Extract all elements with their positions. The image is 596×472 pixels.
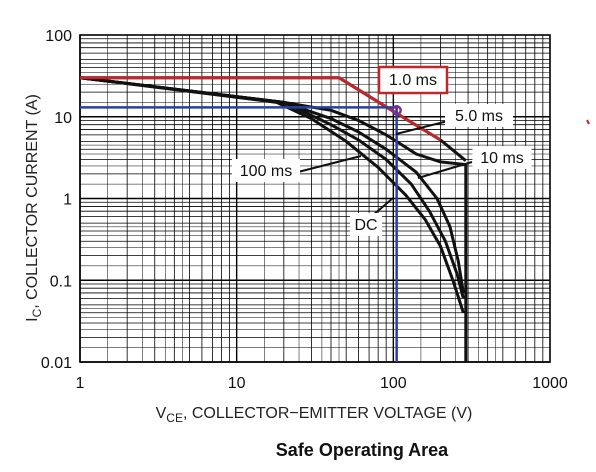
y-axis-title: IC, COLLECTOR CURRENT (A): [24, 94, 44, 322]
leader-10-ms: [417, 161, 473, 179]
leader-100-ms: [297, 155, 362, 173]
label-bg-5-0-ms: [445, 104, 513, 127]
curve-5-0-ms: [79, 76, 468, 362]
x-tick-label: 10: [228, 375, 246, 392]
stray-red-mark: [586, 119, 590, 125]
y-tick-label: 0.01: [41, 355, 72, 372]
y-axis-title-main: I: [24, 317, 41, 321]
y-axis-title-rest: , COLLECTOR CURRENT (A): [24, 94, 41, 309]
annotation-layer: 1.0 ms 5.0 ms 10 ms 100 ms DC: [232, 65, 532, 236]
leader-5-0-ms: [395, 119, 453, 135]
x-tick-label: 100: [380, 375, 407, 392]
y-tick-label: 100: [45, 28, 72, 45]
operating-point-marker: [391, 105, 402, 116]
label-5-0-ms: 5.0 ms: [455, 108, 503, 125]
x-tick-label: 1000: [532, 375, 568, 392]
curve-100-ms: [79, 76, 465, 299]
label-box-1-0-ms: [377, 65, 449, 95]
x-axis-title-main: V: [156, 405, 167, 422]
plot-frame: [79, 34, 551, 363]
label-1-0-ms: 1.0 ms: [389, 72, 437, 89]
highlight-layer: [80, 76, 442, 362]
x-tick-label: 1: [76, 375, 85, 392]
label-bg-dc: [350, 213, 382, 236]
chart-title: Safe Operating Area: [276, 440, 449, 460]
y-tick-label: 1: [63, 192, 72, 209]
label-bg-10-ms: [472, 146, 532, 169]
tick-label-layer: 1 10 100 1000 0.01 0.1 1 10 100: [41, 28, 568, 392]
x-axis-title-rest: , COLLECTOR−EMITTER VOLTAGE (V): [183, 405, 472, 422]
label-10-ms: 10 ms: [480, 150, 524, 167]
y-tick-label: 10: [54, 110, 72, 127]
label-bg-100-ms: [232, 159, 300, 182]
y-axis-title-sub: C: [30, 308, 44, 317]
label-100-ms: 100 ms: [240, 163, 292, 180]
y-tick-label: 0.1: [50, 273, 72, 290]
red-limit-line: [80, 76, 442, 142]
x-axis-title: VCE, COLLECTOR−EMITTER VOLTAGE (V): [156, 405, 473, 425]
curve-10-ms: [79, 76, 465, 294]
grid-layer: [79, 34, 551, 363]
curve-dc: [79, 76, 465, 314]
x-axis-title-sub: CE: [166, 411, 183, 425]
label-dc: DC: [354, 217, 377, 234]
